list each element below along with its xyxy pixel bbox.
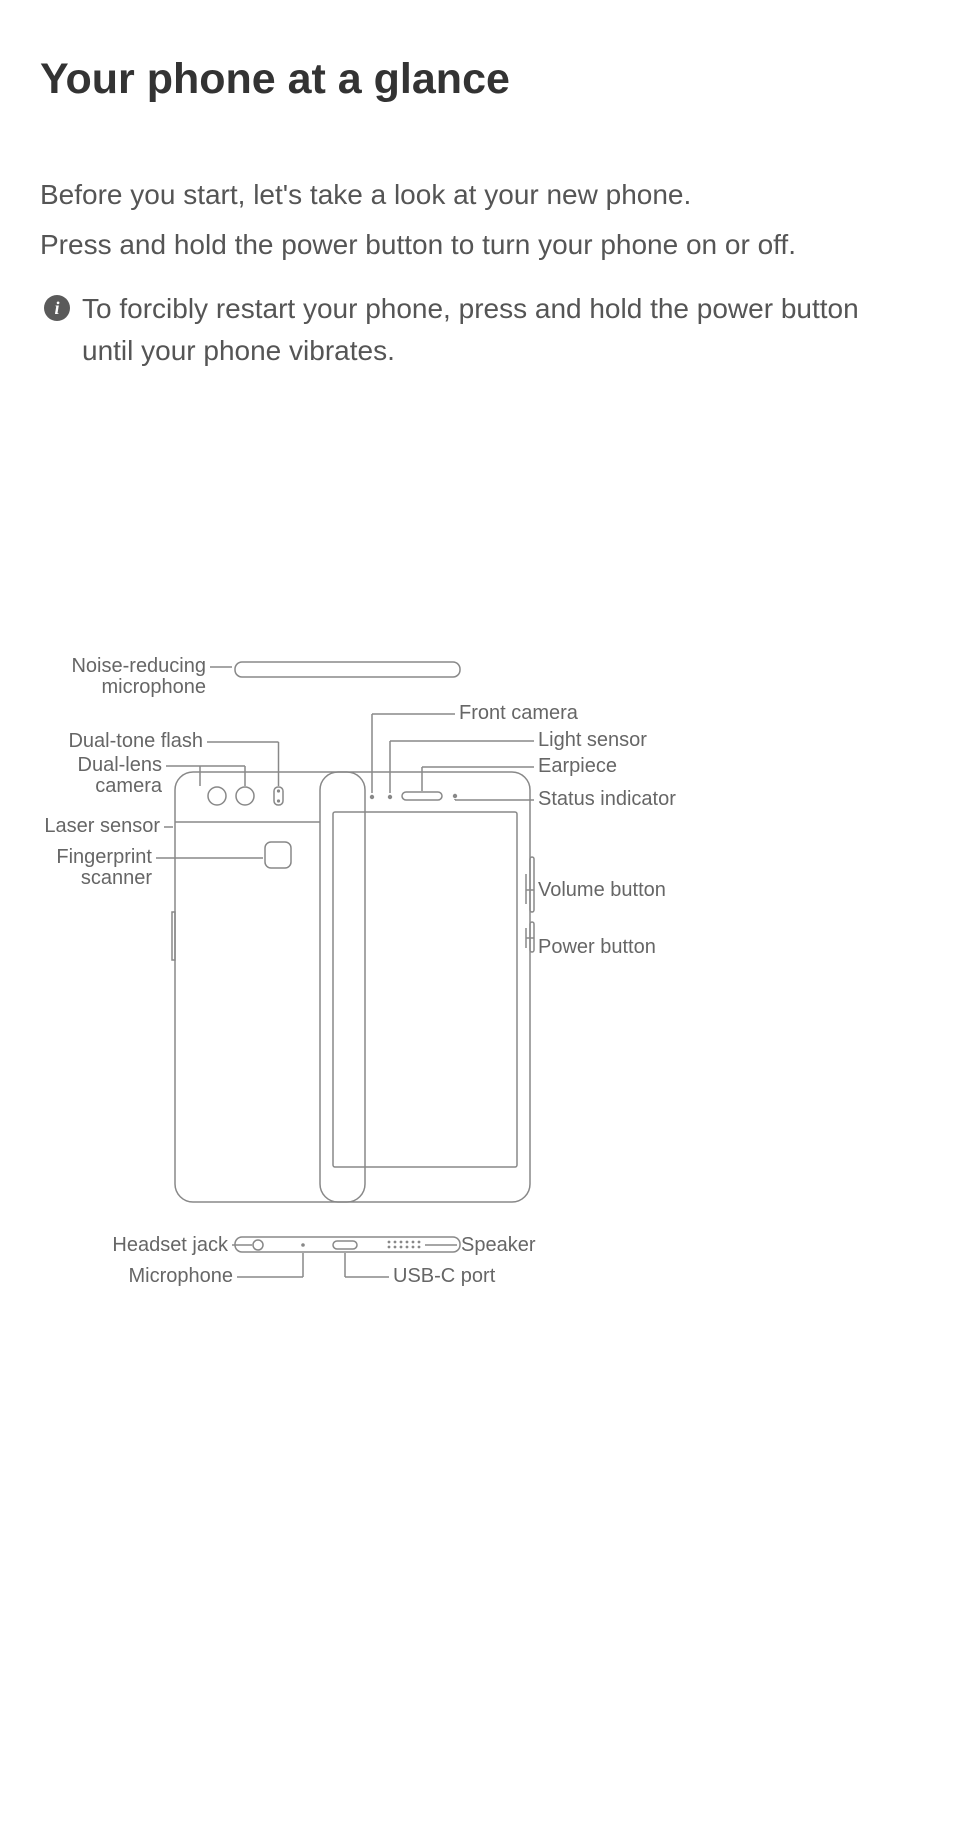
label-dual-tone-flash: Dual-tone flash xyxy=(58,731,203,752)
info-callout: i To forcibly restart your phone, press … xyxy=(40,288,909,372)
label-status-indicator: Status indicator xyxy=(538,789,676,810)
intro-line-1: Before you start, let's take a look at y… xyxy=(40,174,909,216)
label-light-sensor: Light sensor xyxy=(538,730,647,751)
intro-line-2: Press and hold the power button to turn … xyxy=(40,224,909,266)
label-volume-button: Volume button xyxy=(538,880,666,901)
label-dual-lens-camera: Dual-lenscamera xyxy=(72,755,162,797)
label-fingerprint: Fingerprintscanner xyxy=(45,847,152,889)
manual-page: Your phone at a glance Before you start,… xyxy=(0,0,954,1452)
info-text: To forcibly restart your phone, press an… xyxy=(82,288,909,372)
label-speaker: Speaker xyxy=(461,1235,536,1256)
info-icon: i xyxy=(44,295,70,321)
label-power-button: Power button xyxy=(538,937,656,958)
page-title: Your phone at a glance xyxy=(40,55,909,104)
label-laser-sensor: Laser sensor xyxy=(35,816,160,837)
label-microphone: Microphone xyxy=(118,1266,233,1287)
label-headset-jack: Headset jack xyxy=(108,1235,228,1256)
label-usb-c: USB-C port xyxy=(393,1266,495,1287)
label-front-camera: Front camera xyxy=(459,703,578,724)
label-earpiece: Earpiece xyxy=(538,756,617,777)
diagram-svg xyxy=(40,652,910,1452)
phone-diagram: Noise-reducingmicrophone Dual-tone flash… xyxy=(40,652,910,1452)
label-noise-mic: Noise-reducingmicrophone xyxy=(56,656,206,698)
